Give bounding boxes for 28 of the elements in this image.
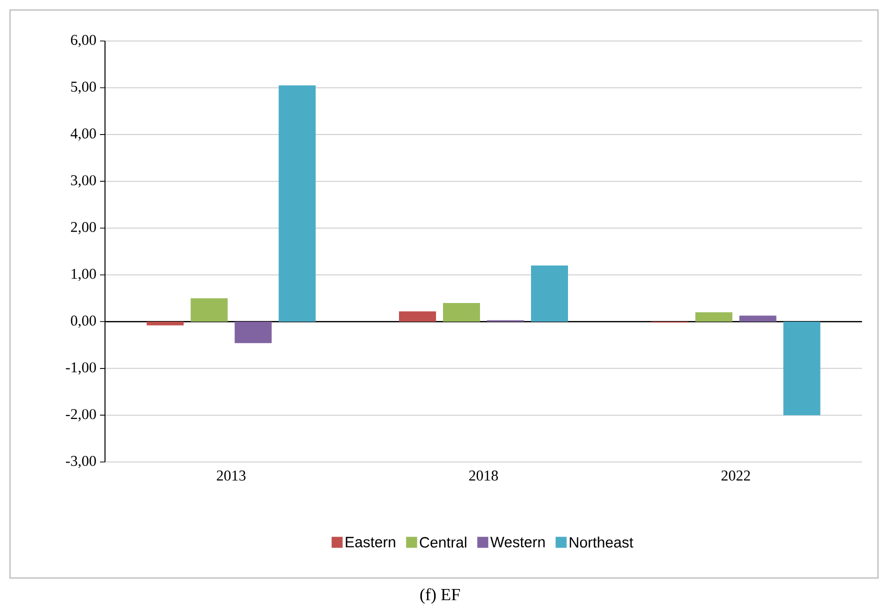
y-tick-label: 2,00 [70,222,96,234]
bar [783,322,820,416]
legend-label: Eastern [346,536,396,548]
y-tick-label: 4,00 [70,128,96,141]
bar [531,266,568,322]
y-tick-label: 3,00 [71,175,96,188]
bar [443,302,480,322]
legend-label: Western [490,536,545,548]
x-tick-label: 2013 [216,470,246,481]
text: (f) EF [420,588,460,604]
bar [399,311,436,322]
bar [146,322,184,326]
y-tick-label: -2,00 [66,409,96,422]
y-tick-label: -1,00 [66,362,96,375]
bar [234,322,272,344]
bar [278,85,316,322]
y-tick-label: 0,00 [70,316,96,328]
y-tick-label: 6,00 [70,34,96,48]
x-tick-label: 2022 [722,470,750,481]
x-tick-label: 2018 [469,470,498,481]
bar [739,316,776,322]
y-tick-label: -3,00 [66,456,96,468]
legend-label: Northeast [570,536,634,548]
y-tick-label: 5,00 [71,82,96,94]
y-tick-label: 1,00 [72,268,96,281]
bar [190,298,228,322]
legend-label: Central [420,536,466,548]
bar [695,312,732,322]
